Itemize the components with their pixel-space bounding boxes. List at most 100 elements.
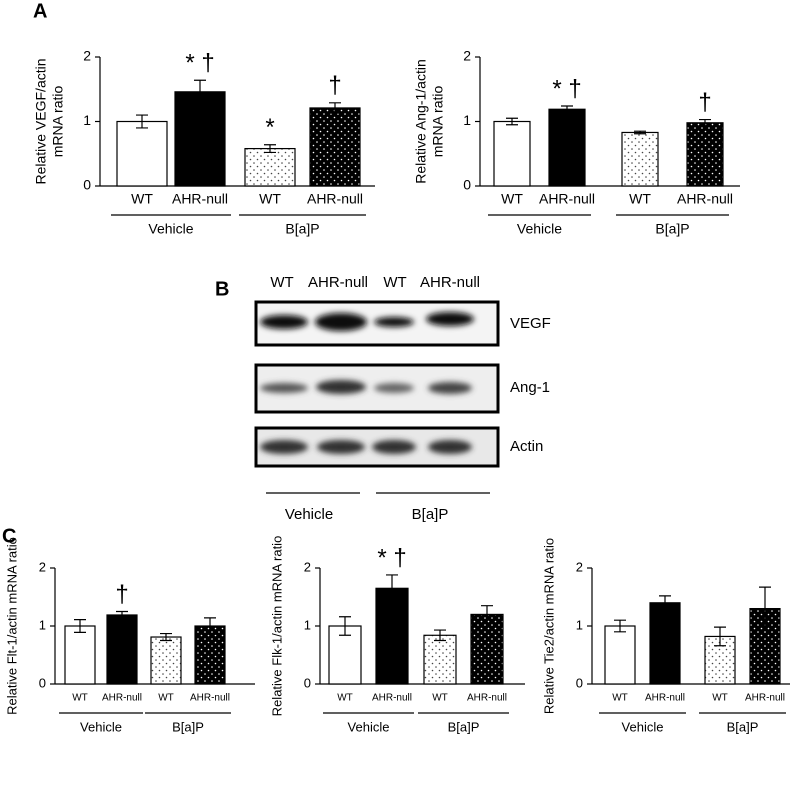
y-tick-label: 2	[576, 559, 583, 574]
y-tick-label: 1	[463, 112, 471, 128]
x-tick-label: AHR-null	[172, 191, 228, 207]
y-tick-label: 1	[576, 617, 583, 632]
error-bar	[699, 118, 711, 127]
x-tick-label: AHR-null	[372, 693, 412, 704]
bar	[174, 91, 226, 187]
group-label: B[a]P	[448, 719, 480, 734]
bar	[493, 120, 531, 187]
bar	[686, 122, 724, 187]
error-bar	[506, 117, 518, 126]
western-blot: WT AHR-null WT AHR-null VEGF Ang-1 Actin…	[254, 274, 551, 523]
significance: †	[328, 72, 341, 99]
group-label: B[a]P	[727, 719, 759, 734]
x-tick-label: AHR-null	[190, 693, 230, 704]
bands	[260, 312, 474, 454]
y-tick-label: 2	[83, 48, 91, 64]
error-bar	[264, 144, 276, 154]
y-tick-label: 0	[463, 177, 471, 193]
y-axis-label: Relative VEGF/actin	[33, 58, 49, 184]
significance: * †	[185, 50, 214, 77]
y-tick-label: 1	[39, 617, 46, 632]
error-bar	[434, 629, 446, 642]
significance: *	[265, 114, 274, 141]
bar	[106, 614, 138, 685]
band-label: Ang-1	[510, 379, 550, 396]
y-tick-label: 1	[304, 617, 311, 632]
group-label: Vehicle	[622, 719, 664, 734]
bar	[604, 625, 636, 685]
y-tick-label: 0	[576, 675, 583, 690]
y-tick-label: 2	[39, 559, 46, 574]
y-tick-label: 0	[83, 177, 91, 193]
error-bar	[714, 626, 726, 647]
panel-label: A	[33, 0, 47, 22]
y-axis-label: Relative Ang-1/actin	[413, 59, 429, 184]
y-tick-label: 1	[83, 112, 91, 128]
x-tick-label: WT	[259, 191, 281, 207]
y-axis-label: mRNA ratio	[50, 86, 66, 158]
significance: * †	[377, 544, 406, 571]
x-tick-label: WT	[158, 693, 174, 704]
y-axis-label: Relative Flt-1/actin mRNA ratio	[4, 537, 19, 715]
lane-label: WT	[270, 274, 293, 291]
error-bar	[386, 574, 398, 603]
x-tick-label: AHR-null	[539, 191, 595, 207]
panel-label: C	[2, 525, 16, 547]
x-tick-label: WT	[629, 191, 651, 207]
error-bar	[329, 102, 341, 114]
y-tick-label: 0	[39, 675, 46, 690]
group-label: B[a]P	[655, 221, 689, 237]
group-label: B[a]P	[412, 506, 449, 523]
y-axis-label: Relative Flk-1/actin mRNA ratio	[269, 536, 284, 717]
band-label: VEGF	[510, 315, 551, 332]
significance: †	[698, 89, 711, 116]
error-bar	[759, 586, 771, 631]
bar	[621, 131, 659, 187]
error-bar	[74, 619, 86, 633]
error-bar	[561, 105, 573, 114]
x-tick-label: AHR-null	[645, 693, 685, 704]
x-tick-label: AHR-null	[307, 191, 363, 207]
error-bar	[116, 610, 128, 620]
bar	[194, 625, 226, 685]
bar	[548, 108, 586, 187]
x-tick-label: WT	[712, 693, 728, 704]
panel-label: B	[215, 278, 229, 300]
band-label: Actin	[510, 438, 543, 455]
bar	[470, 613, 504, 685]
bar	[375, 587, 409, 685]
bar	[150, 636, 182, 685]
group-label: Vehicle	[348, 719, 390, 734]
error-bar	[339, 616, 351, 636]
error-bar	[204, 617, 216, 635]
significance: †	[115, 581, 128, 608]
error-bar	[481, 605, 493, 624]
x-tick-label: WT	[72, 693, 88, 704]
lane-label: AHR-null	[420, 274, 480, 291]
bar	[309, 107, 361, 187]
error-bar	[634, 130, 646, 135]
group-label: Vehicle	[80, 719, 122, 734]
x-tick-label: WT	[432, 693, 448, 704]
error-bar	[194, 79, 206, 105]
error-bar	[614, 619, 626, 633]
x-tick-label: WT	[612, 693, 628, 704]
x-tick-label: AHR-null	[745, 693, 785, 704]
y-axis-label: mRNA ratio	[430, 86, 446, 158]
group-label: B[a]P	[285, 221, 319, 237]
bar	[244, 147, 296, 187]
group-label: Vehicle	[517, 221, 562, 237]
bar	[116, 120, 168, 187]
lane-label: AHR-null	[308, 274, 368, 291]
group-label: Vehicle	[285, 506, 333, 523]
y-tick-label: 2	[463, 48, 471, 64]
significance: * †	[552, 75, 581, 102]
bar	[423, 634, 457, 685]
x-tick-label: AHR-null	[467, 693, 507, 704]
x-tick-label: WT	[131, 191, 153, 207]
y-tick-label: 2	[304, 559, 311, 574]
error-bar	[136, 114, 148, 129]
x-tick-label: WT	[501, 191, 523, 207]
group-label: B[a]P	[172, 719, 204, 734]
